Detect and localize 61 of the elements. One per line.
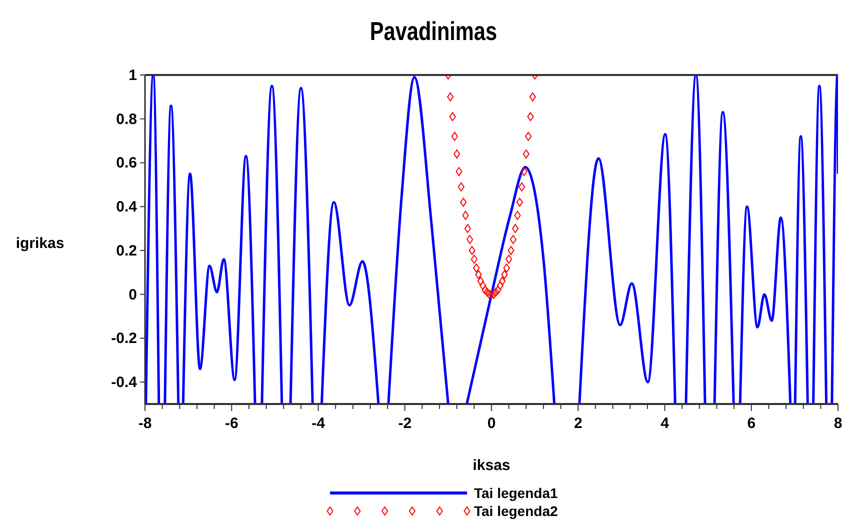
x-tick-label: 6 [747, 415, 756, 432]
point [464, 224, 471, 234]
point [490, 290, 497, 299]
x-tick-label: 2 [574, 415, 582, 432]
point [518, 182, 526, 192]
point [451, 132, 458, 141]
point [470, 254, 478, 264]
point [527, 112, 534, 122]
point [462, 210, 469, 220]
y-tick-label: 1 [128, 67, 137, 84]
point [492, 288, 500, 297]
y-tick-label: -0.4 [111, 374, 138, 392]
point [516, 198, 523, 207]
x-axis-title: iksas [472, 457, 510, 474]
point [488, 290, 495, 299]
point [506, 254, 512, 264]
x-tick-label: -4 [312, 415, 326, 432]
point [486, 290, 493, 299]
point [499, 276, 506, 286]
x-tick-label: -2 [398, 415, 412, 432]
point [508, 246, 514, 255]
legend-label: Tai legenda1 [474, 485, 558, 501]
x-tick-label: 8 [834, 415, 842, 432]
y-tick-label: 0 [128, 286, 137, 304]
point [466, 235, 474, 244]
chart-title: Pavadinimas [370, 16, 498, 46]
point [510, 235, 516, 244]
point [468, 246, 476, 255]
point [458, 182, 464, 192]
point [514, 210, 521, 220]
point [460, 198, 467, 207]
point [473, 264, 480, 273]
x-tick-label: 0 [487, 415, 496, 432]
y-tick-label: -0.2 [111, 330, 137, 348]
point [503, 264, 510, 273]
point [501, 270, 508, 280]
x-tick-label: 4 [660, 415, 670, 432]
point [449, 112, 456, 122]
x-tick-label: -8 [138, 415, 152, 432]
point [480, 281, 486, 290]
y-tick-label: 0.8 [116, 110, 137, 128]
point [482, 285, 488, 294]
point [512, 224, 519, 234]
point [475, 270, 482, 280]
point [447, 92, 454, 102]
point [456, 167, 462, 176]
point [529, 92, 536, 102]
y-tick-label: 0.6 [116, 154, 137, 172]
point [477, 276, 484, 286]
point [454, 149, 460, 158]
point [484, 288, 490, 297]
x-tick-label: -6 [224, 415, 238, 432]
point [494, 285, 502, 294]
point [525, 132, 532, 141]
point [520, 167, 528, 176]
legend-label: Tai legenda2 [474, 503, 558, 519]
y-tick-label: 0.2 [116, 242, 137, 260]
y-axis-title: igrikas [16, 235, 64, 252]
y-tick-label: 0.4 [116, 198, 138, 216]
point [496, 281, 504, 290]
point [522, 149, 530, 158]
